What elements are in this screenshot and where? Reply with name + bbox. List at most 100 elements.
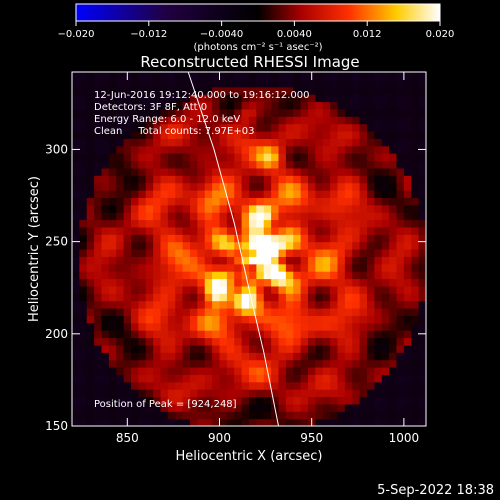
image-pixel: [145, 101, 154, 110]
image-pixel: [322, 359, 331, 368]
image-pixel: [352, 138, 361, 147]
image-pixel: [374, 153, 383, 162]
image-pixel: [219, 94, 228, 103]
image-pixel: [160, 271, 169, 280]
image-pixel: [145, 337, 154, 346]
image-pixel: [300, 293, 309, 302]
image-pixel: [389, 226, 398, 235]
image-pixel: [175, 315, 184, 324]
image-pixel: [344, 160, 353, 169]
image-pixel: [396, 153, 405, 162]
image-pixel: [197, 396, 206, 405]
image-pixel: [411, 337, 420, 346]
image-pixel: [204, 322, 213, 331]
image-pixel: [293, 249, 302, 257]
image-pixel: [337, 344, 346, 353]
image-pixel: [204, 79, 213, 88]
image-pixel: [175, 79, 184, 88]
image-pixel: [241, 403, 250, 412]
image-pixel: [396, 285, 405, 294]
image-pixel: [315, 167, 324, 176]
image-pixel: [153, 108, 162, 117]
image-pixel: [86, 167, 95, 176]
image-pixel: [418, 249, 426, 257]
image-pixel: [94, 315, 103, 324]
image-pixel: [190, 278, 198, 287]
image-pixel: [94, 418, 103, 426]
image-pixel: [167, 418, 176, 426]
image-pixel: [249, 403, 257, 412]
image-pixel: [256, 293, 265, 302]
image-pixel: [212, 256, 221, 265]
image-pixel: [86, 352, 95, 361]
image-pixel: [190, 167, 198, 176]
image-pixel: [116, 396, 125, 405]
image-pixel: [367, 374, 375, 383]
image-pixel: [293, 226, 302, 235]
image-pixel: [204, 381, 213, 390]
image-pixel: [212, 330, 221, 339]
image-pixel: [315, 160, 324, 169]
image-pixel: [190, 322, 198, 331]
image-pixel: [190, 403, 198, 412]
image-pixel: [263, 241, 272, 250]
image-pixel: [123, 86, 132, 95]
image-pixel: [322, 389, 331, 398]
image-pixel: [389, 108, 398, 117]
image-pixel: [293, 359, 302, 368]
image-pixel: [123, 322, 132, 331]
image-pixel: [241, 219, 250, 228]
image-pixel: [249, 256, 257, 265]
image-pixel: [322, 396, 331, 405]
image-pixel: [418, 212, 426, 221]
image-pixel: [190, 374, 198, 383]
image-pixel: [322, 308, 331, 316]
image-pixel: [315, 131, 324, 139]
image-pixel: [337, 322, 346, 331]
image-pixel: [330, 160, 339, 169]
image-pixel: [153, 123, 162, 132]
image-pixel: [271, 153, 280, 162]
image-pixel: [219, 352, 228, 361]
image-pixel: [308, 108, 316, 117]
image-pixel: [411, 108, 420, 117]
image-pixel: [175, 212, 184, 221]
image-pixel: [411, 367, 420, 375]
image-pixel: [263, 256, 272, 265]
image-pixel: [411, 94, 420, 103]
image-pixel: [219, 308, 228, 316]
image-pixel: [411, 131, 420, 139]
image-pixel: [374, 79, 383, 88]
image-pixel: [131, 352, 139, 361]
image-pixel: [197, 381, 206, 390]
image-pixel: [352, 411, 361, 420]
image-pixel: [175, 271, 184, 280]
image-pixel: [285, 418, 294, 426]
image-pixel: [79, 197, 88, 206]
image-pixel: [116, 153, 125, 162]
image-pixel: [322, 94, 331, 103]
image-pixel: [167, 293, 176, 302]
image-pixel: [160, 381, 169, 390]
image-pixel: [403, 72, 412, 80]
image-pixel: [131, 108, 139, 117]
image-pixel: [374, 241, 383, 250]
image-pixel: [241, 381, 250, 390]
image-pixel: [226, 167, 235, 176]
image-pixel: [175, 330, 184, 339]
image-pixel: [204, 94, 213, 103]
image-pixel: [403, 101, 412, 110]
image-pixel: [322, 418, 331, 426]
image-pixel: [86, 123, 95, 132]
image-pixel: [278, 300, 287, 309]
image-pixel: [300, 94, 309, 103]
image-pixel: [418, 352, 426, 361]
image-pixel: [330, 256, 339, 265]
image-pixel: [234, 256, 243, 265]
image-pixel: [381, 145, 390, 154]
image-pixel: [337, 241, 346, 250]
image-pixel: [352, 94, 361, 103]
image-pixel: [293, 308, 302, 316]
image-pixel: [344, 212, 353, 221]
image-pixel: [116, 108, 125, 117]
